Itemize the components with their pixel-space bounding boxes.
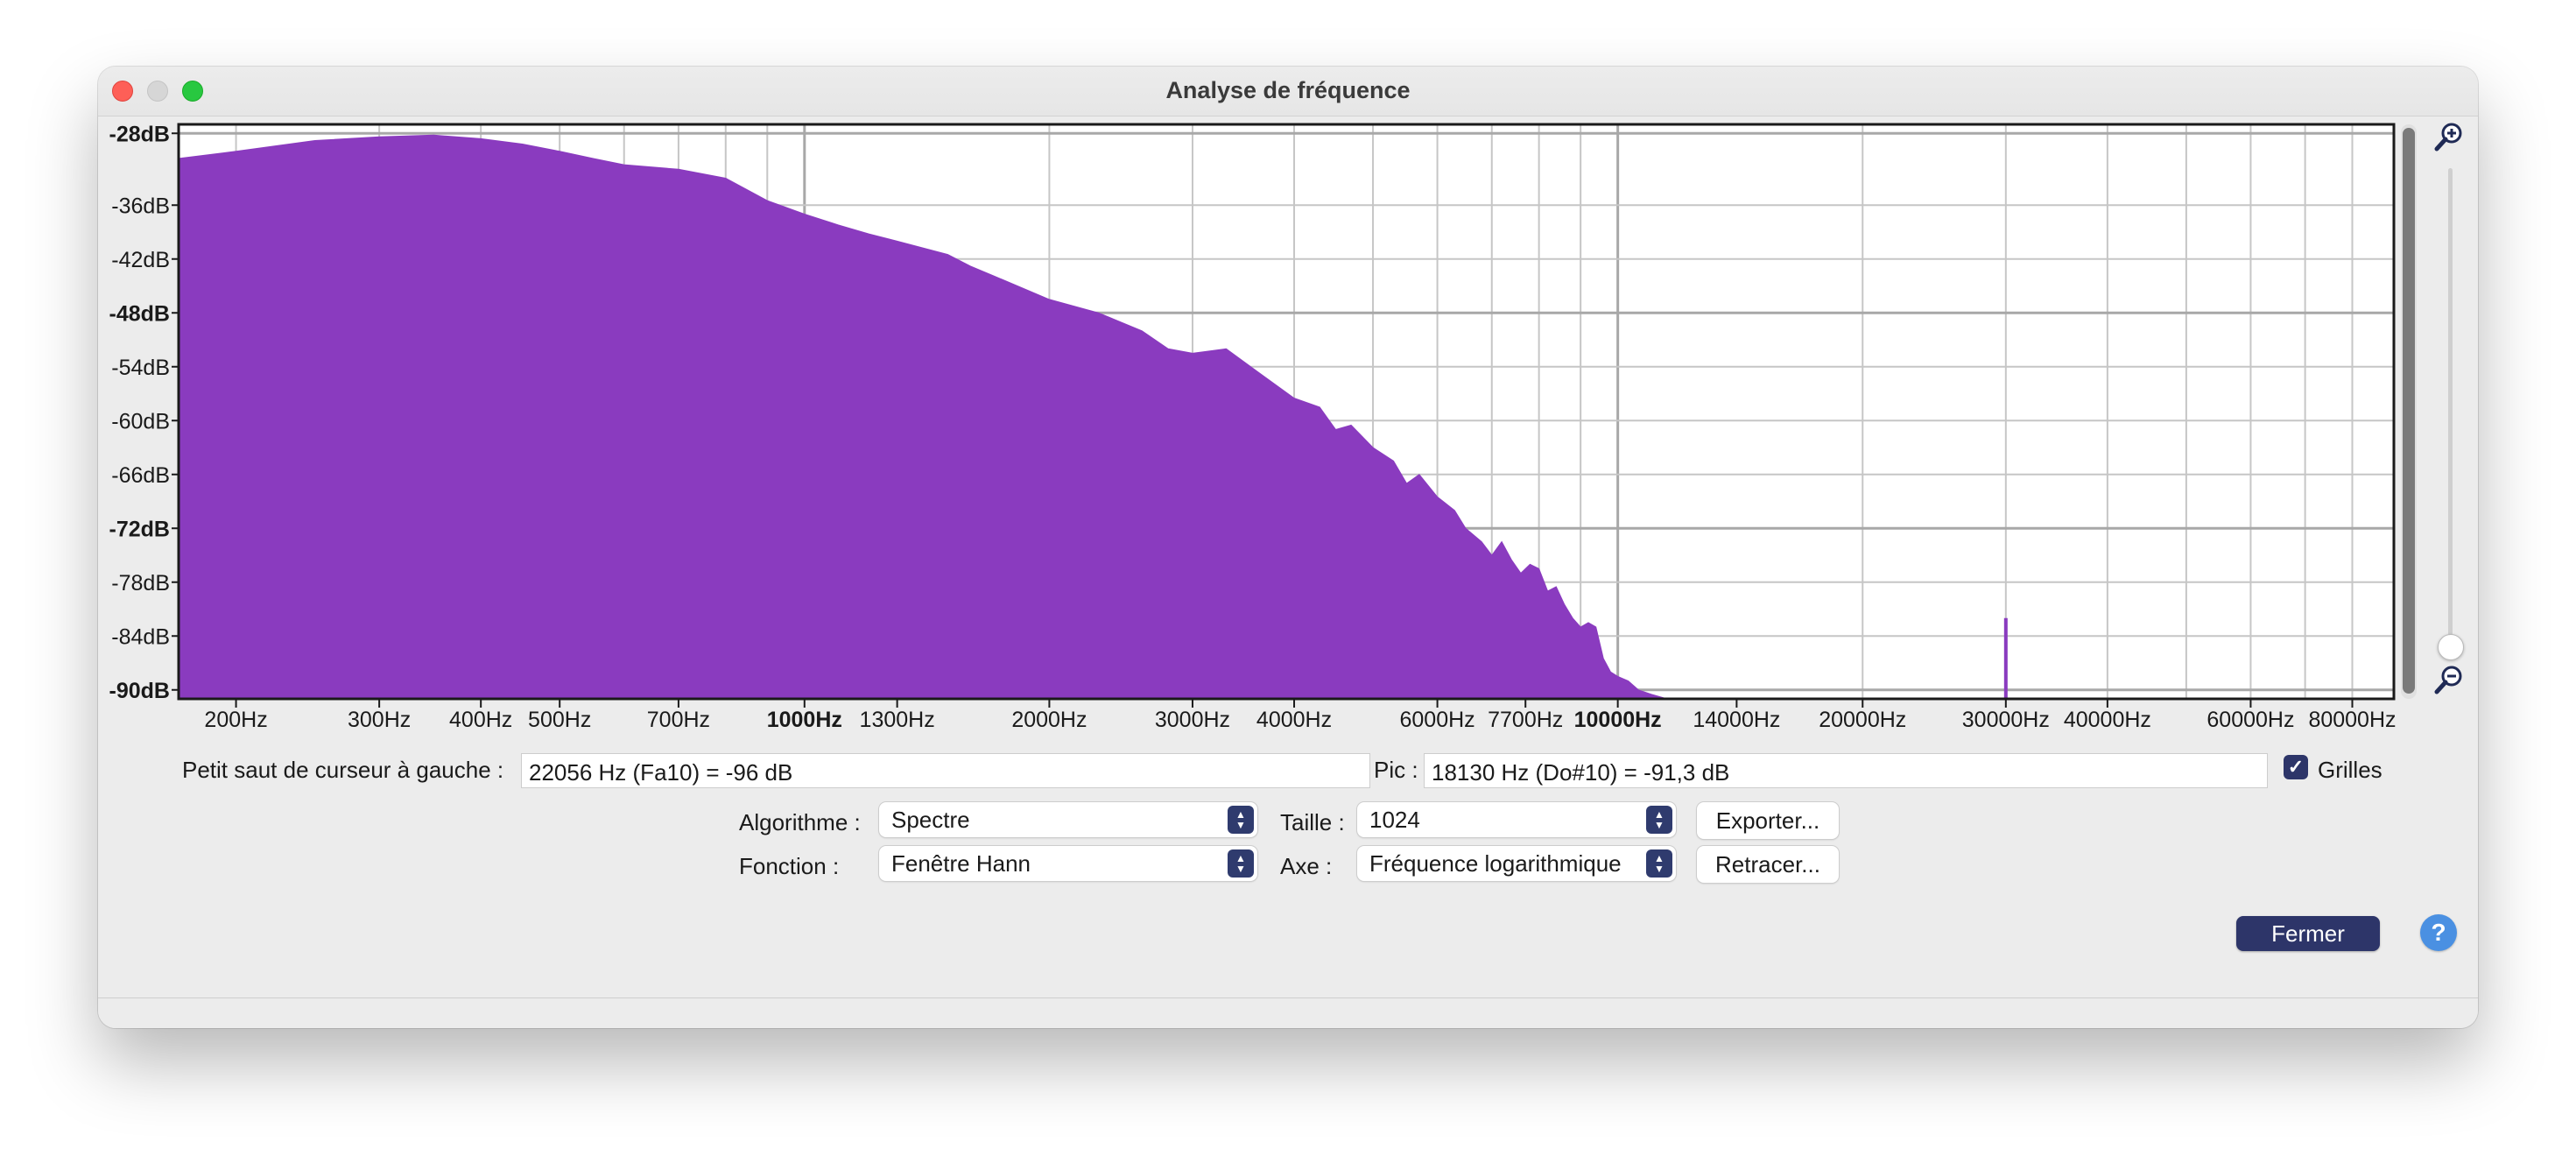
zoom-out-icon[interactable] — [2432, 662, 2467, 697]
plot-scrollbar-thumb[interactable] — [2403, 128, 2415, 694]
peak-value-field[interactable]: 18130 Hz (Do#10) = -91,3 dB — [1424, 753, 2268, 788]
size-select[interactable]: 1024 ▲ ▼ — [1357, 802, 1676, 837]
x-tick-label: 10000Hz — [1574, 708, 1662, 732]
close-button[interactable]: Fermer — [2236, 916, 2380, 951]
y-tick-label: -54dB — [111, 356, 170, 380]
grid-checkbox[interactable]: ✓ — [2284, 755, 2308, 779]
grid-label: Grilles — [2318, 757, 2382, 783]
zoom-window-button[interactable] — [182, 81, 203, 102]
window-title: Analyse de fréquence — [1165, 77, 1411, 103]
y-tick-label: -36dB — [111, 194, 170, 218]
y-tick-label: -60dB — [111, 409, 170, 434]
y-tick-label: -78dB — [111, 571, 170, 596]
function-select[interactable]: Fenêtre Hann ▲ ▼ — [879, 846, 1257, 881]
x-tick-label: 20000Hz — [1819, 708, 1906, 732]
axis-select[interactable]: Fréquence logarithmique ▲ ▼ — [1357, 846, 1676, 881]
cursor-value-field[interactable]: 22056 Hz (Fa10) = -96 dB — [521, 753, 1370, 788]
plot-frame — [177, 123, 2396, 701]
chevron-up-down-icon: ▲ ▼ — [1646, 806, 1672, 834]
y-tick-label: -66dB — [111, 463, 170, 488]
axis-select-value: Fréquence logarithmique — [1369, 850, 1622, 877]
x-tick-label: 500Hz — [528, 708, 591, 732]
zoom-slider-thumb[interactable] — [2438, 634, 2464, 660]
x-tick-label: 1300Hz — [860, 708, 935, 732]
minimize-window-button[interactable] — [147, 81, 168, 102]
algorithm-select[interactable]: Spectre ▲ ▼ — [879, 802, 1257, 837]
x-tick-label: 2000Hz — [1011, 708, 1087, 732]
x-tick-label: 300Hz — [348, 708, 411, 732]
x-tick-label: 700Hz — [647, 708, 710, 732]
replot-button[interactable]: Retracer... — [1697, 846, 1839, 883]
y-tick-label: -42dB — [111, 248, 170, 272]
help-icon[interactable]: ? — [2420, 914, 2457, 951]
x-tick-label: 30000Hz — [1962, 708, 2050, 732]
chevron-up-down-icon: ▲ ▼ — [1228, 806, 1254, 834]
x-tick-label: 3000Hz — [1155, 708, 1230, 732]
y-tick-label: -28dB — [109, 122, 170, 146]
x-tick-label: 6000Hz — [1399, 708, 1475, 732]
size-label: Taille : — [1280, 809, 1345, 835]
algorithm-select-value: Spectre — [891, 807, 970, 833]
x-tick-label: 40000Hz — [2064, 708, 2151, 732]
y-tick-label: -84dB — [111, 624, 170, 649]
x-tick-label: 7700Hz — [1488, 708, 1563, 732]
zoom-in-icon[interactable] — [2432, 119, 2467, 154]
frequency-analysis-window: Analyse de fréquence -28dB -36dB -42dB -48d… — [98, 67, 2478, 1028]
cursor-label: Petit saut de curseur à gauche : — [182, 757, 504, 783]
chevron-up-down-icon: ▲ ▼ — [1646, 849, 1672, 878]
close-window-button[interactable] — [112, 81, 133, 102]
x-tick-label: 400Hz — [449, 708, 512, 732]
size-select-value: 1024 — [1369, 807, 1420, 833]
algorithm-label: Algorithme : — [739, 809, 861, 835]
x-tick-label: 60000Hz — [2206, 708, 2294, 732]
function-select-value: Fenêtre Hann — [891, 850, 1031, 877]
y-tick-label: -48dB — [109, 301, 170, 326]
title-bar: Analyse de fréquence — [98, 67, 2478, 116]
spectrum-area — [178, 134, 1668, 700]
y-tick-label: -90dB — [109, 679, 170, 703]
axis-label: Axe : — [1280, 853, 1333, 879]
zoom-slider-track[interactable] — [2448, 168, 2453, 659]
export-button[interactable]: Exporter... — [1697, 802, 1839, 839]
x-tick-label: 14000Hz — [1693, 708, 1780, 732]
x-tick-label: 80000Hz — [2308, 708, 2396, 732]
chevron-up-down-icon: ▲ ▼ — [1228, 849, 1254, 878]
y-tick-label: -72dB — [109, 517, 170, 541]
peak-label: Pic : — [1374, 757, 1418, 783]
x-tick-label: 200Hz — [204, 708, 267, 732]
x-tick-label: 1000Hz — [767, 708, 842, 732]
spectrum-plot[interactable]: -28dB -36dB -42dB -48dB -54dB -60dB -66dB -72dB… — [98, 67, 2478, 732]
x-tick-label: 4000Hz — [1256, 708, 1332, 732]
function-label: Fonction : — [739, 853, 840, 879]
status-bar — [98, 997, 2478, 1028]
